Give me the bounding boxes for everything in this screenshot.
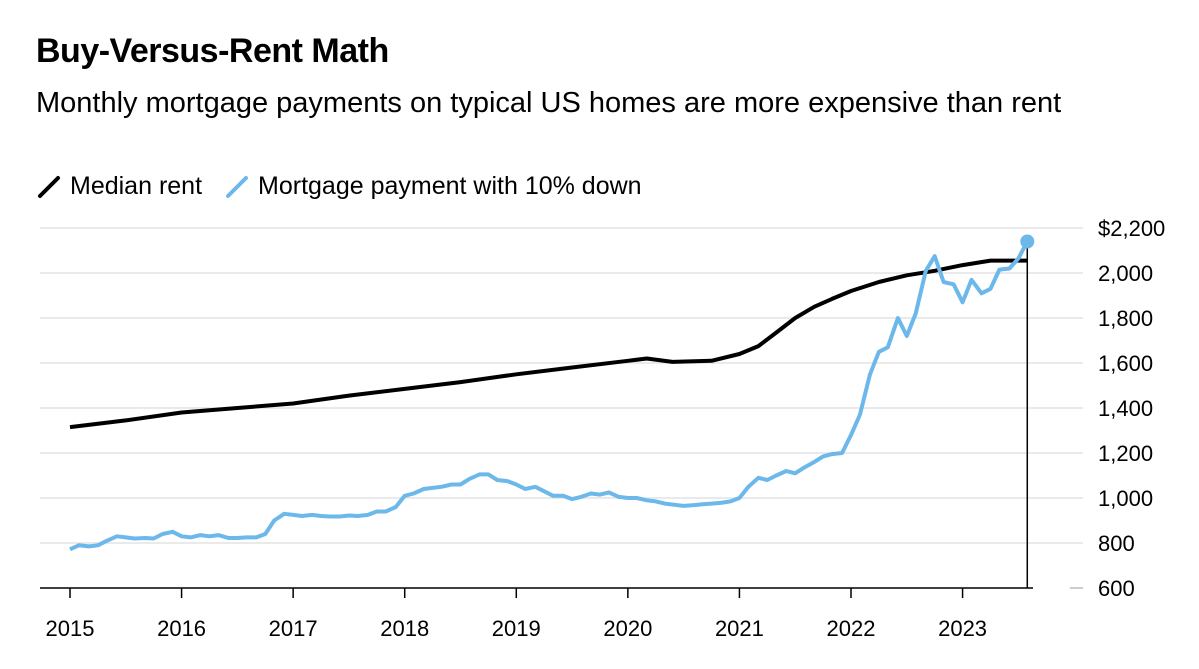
mortgage-latest-point — [1020, 234, 1035, 249]
y-tick-label: 800 — [1098, 531, 1135, 556]
series-layer — [69, 234, 1035, 588]
x-tick-label: 2022 — [827, 616, 876, 641]
series-line-mortgage-payment — [69, 240, 1030, 552]
x-tick-label: 2023 — [938, 616, 987, 641]
y-tick-label: 1,000 — [1098, 486, 1153, 511]
legend-item-rent: Median rent — [36, 172, 202, 201]
legend-item-mortgage: Mortgage payment with 10% down — [224, 172, 642, 201]
legend: Median rent Mortgage payment with 10% do… — [36, 172, 664, 201]
series-line-median-rent — [69, 258, 1028, 430]
x-tick-label: 2015 — [46, 616, 95, 641]
legend-label-rent: Median rent — [70, 172, 203, 200]
x-tick-label: 2017 — [269, 616, 318, 641]
y-tick-label: 1,400 — [1098, 396, 1153, 421]
x-tick-label: 2016 — [157, 616, 206, 641]
x-axis: 2015 2016 2017 2018 2019 2020 2021 2022 2023 — [40, 587, 1033, 641]
legend-swatch-rent — [38, 175, 60, 198]
legend-label-mortgage: Mortgage payment with 10% down — [258, 172, 642, 200]
legend-swatch-mortgage — [226, 175, 249, 198]
chart-title: Buy-Versus-Rent Math — [36, 32, 389, 70]
x-tick-label: 2020 — [603, 616, 652, 641]
y-axis: 600 800 1,000 1,200 1,400 1,600 1,800 2,000 $2,2… — [1070, 216, 1165, 601]
y-tick-label: 1,600 — [1098, 351, 1153, 376]
y-tick-label: $2,200 — [1098, 216, 1165, 241]
y-tick-label: 2,000 — [1098, 261, 1153, 286]
y-tick-label: 1,800 — [1098, 306, 1153, 331]
y-tick-label: 600 — [1098, 576, 1135, 601]
x-tick-label: 2021 — [715, 616, 764, 641]
x-tick-label: 2019 — [492, 616, 541, 641]
y-tick-label: 1,200 — [1098, 441, 1153, 466]
grid-layer — [40, 227, 1083, 544]
chart-subtitle: Monthly mortgage payments on typical US … — [36, 87, 1062, 119]
x-tick-label: 2018 — [380, 616, 429, 641]
